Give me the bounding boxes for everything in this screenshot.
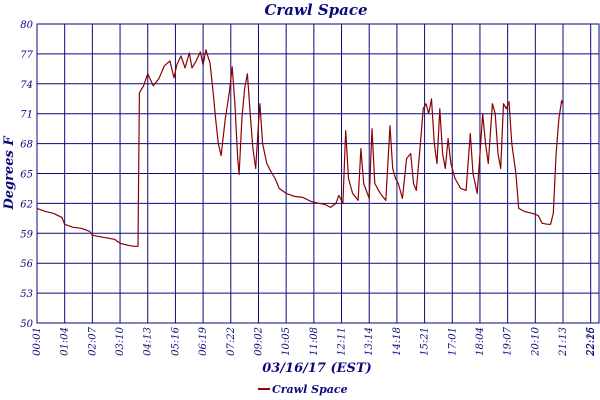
x-tick-label: 12:11	[337, 327, 348, 356]
x-tick-label: 19:07	[503, 326, 514, 355]
x-tick-label: 07:22	[226, 327, 237, 356]
series-line-crawl-space	[36, 49, 564, 247]
legend-label: Crawl Space	[272, 383, 348, 396]
x-axis-label: 03/16/17 (EST)	[262, 361, 372, 376]
y-tick-label: 74	[20, 80, 33, 91]
y-tick-label: 62	[20, 199, 33, 210]
x-tick-label: 03:10	[115, 326, 126, 355]
y-tick-label: 50	[20, 319, 33, 330]
y-tick-label: 80	[20, 20, 33, 31]
y-axis-label: Degrees F	[2, 136, 17, 211]
x-gridlines	[36, 24, 600, 323]
x-tick-label: 02:07	[87, 326, 98, 355]
x-tick-label: 22:16	[586, 326, 597, 356]
y-tick-label: 59	[20, 229, 33, 240]
y-tick-label: 53	[20, 289, 33, 300]
y-tick-label: 56	[20, 259, 33, 270]
y-tick-label: 77	[20, 50, 33, 61]
y-tick-label: 71	[20, 110, 33, 121]
x-tick-label: 09:02	[253, 327, 264, 356]
x-tick-label: 04:13	[143, 327, 154, 356]
x-tick-label: 20:10	[530, 326, 541, 356]
series-layer	[36, 49, 564, 247]
x-tick-label: 15:21	[420, 327, 431, 356]
x-tick-label: 05:16	[170, 326, 181, 355]
x-tick-label: 18:04	[475, 327, 486, 356]
y-tick-label: 65	[20, 170, 33, 181]
x-tick-label: 21:13	[558, 327, 569, 357]
x-tick-label: 06:19	[198, 326, 209, 355]
x-tick-label: 22:25	[586, 327, 597, 357]
chart-title: Crawl Space	[264, 1, 367, 19]
x-tick-labels: 00:01 01:04 02:07 03:10 04:13 05:16 06:19 07:22…	[32, 326, 597, 356]
x-tick-label: 14:18	[392, 327, 403, 356]
x-tick-label: 00:01	[32, 327, 43, 356]
x-tick-label: 17:01	[447, 327, 458, 356]
x-tick-label: 11:08	[309, 327, 320, 356]
x-tick-label: 01:04	[60, 327, 71, 356]
x-tick-label: 13:14	[364, 327, 375, 356]
y-tick-label: 68	[20, 140, 33, 151]
y-tick-labels: 50 53 56 59 62 65 68 71 74 77 80	[20, 20, 33, 330]
y-gridlines	[37, 23, 599, 324]
x-tick-label: 10:05	[281, 327, 292, 356]
